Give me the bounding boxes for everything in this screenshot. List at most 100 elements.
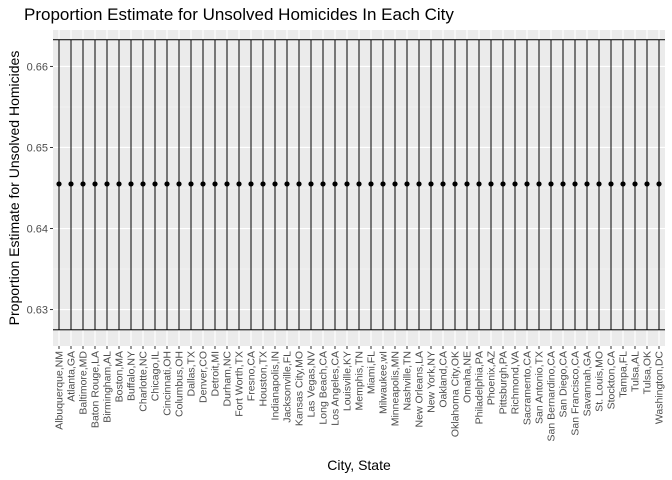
estimate-point	[596, 181, 602, 187]
x-tick-label: San Francisco,CA	[570, 351, 582, 436]
x-tick-label: Charlotte,NC	[138, 351, 150, 412]
x-axis: Albuquerque,NM Atlanta,GA Baltimore,MD Bato…	[54, 346, 666, 441]
x-tick-label: Washington,DC	[654, 351, 666, 425]
estimate-point	[464, 181, 470, 187]
x-tick-label: Miami,FL	[366, 351, 378, 394]
x-tick-label: Phoenix,AZ	[486, 350, 498, 405]
estimate-point	[176, 181, 182, 187]
x-tick-label: Baltimore,MD	[78, 351, 90, 415]
x-tick-label: Fresno,CA	[246, 351, 258, 401]
x-tick-label: Cincinnati,OH	[162, 351, 174, 416]
x-tick-label: Los Angeles,CA	[330, 351, 342, 426]
y-tick-label: 0.64	[27, 224, 48, 236]
x-tick-label: Albuquerque,NM	[54, 351, 66, 430]
estimate-point	[272, 181, 278, 187]
x-tick-label: Savannah,GA	[582, 351, 594, 416]
x-tick-label: San Antonio,TX	[534, 351, 546, 424]
x-tick-label: Oklahoma City,OK	[450, 351, 462, 437]
x-axis-label: City, State	[327, 457, 391, 473]
estimate-point	[620, 181, 626, 187]
x-tick-label: Sacramento,CA	[522, 351, 534, 425]
estimate-point	[308, 181, 314, 187]
estimate-point	[380, 181, 386, 187]
y-tick-label: 0.66	[27, 61, 48, 73]
x-tick-label: Las Vegas,NV	[306, 351, 318, 418]
x-tick-label: Kansas City,MO	[294, 351, 306, 426]
x-tick-label: San Bernardino,CA	[546, 351, 558, 441]
estimate-point	[68, 181, 74, 187]
x-tick-label: Chicago,IL	[150, 351, 162, 401]
x-tick-label: Columbus,OH	[174, 351, 186, 417]
x-tick-label: Tulsa,AL	[630, 351, 642, 392]
x-tick-label: Omaha,NE	[462, 351, 474, 403]
x-tick-label: New York,NY	[426, 351, 438, 413]
estimate-point	[200, 181, 206, 187]
estimate-point	[548, 181, 554, 187]
x-tick-label: Tampa,FL	[618, 351, 630, 398]
x-tick-label: Atlanta,GA	[66, 351, 78, 402]
estimate-point	[80, 181, 86, 187]
y-axis: 0.63 0.64 0.65 0.66	[27, 61, 53, 317]
estimate-point	[512, 181, 518, 187]
estimate-point	[140, 181, 146, 187]
estimate-point	[188, 181, 194, 187]
estimate-point	[56, 181, 62, 187]
estimate-point	[236, 181, 242, 187]
estimate-point	[524, 181, 530, 187]
estimate-point	[500, 181, 506, 187]
x-tick-label: Oakland,CA	[438, 351, 450, 408]
estimate-point	[344, 181, 350, 187]
estimate-point	[416, 181, 422, 187]
estimate-point	[248, 181, 254, 187]
x-tick-label: Dallas,TX	[186, 351, 198, 397]
x-tick-label: Detroit,MI	[210, 351, 222, 397]
estimate-point	[260, 181, 266, 187]
estimate-point	[476, 181, 482, 187]
estimate-point	[332, 181, 338, 187]
estimate-point	[320, 181, 326, 187]
x-tick-label: Denver,CO	[198, 351, 210, 403]
estimate-point	[116, 181, 122, 187]
estimate-point	[356, 181, 362, 187]
x-tick-label: New Orleans,LA	[414, 351, 426, 427]
y-tick-label: 0.63	[27, 305, 48, 317]
x-tick-label: Minneapolis,MN	[390, 351, 402, 426]
estimate-point	[560, 181, 566, 187]
x-tick-label: Nashville,TN	[402, 351, 414, 411]
x-tick-label: Memphis,TN	[354, 351, 366, 411]
x-tick-label: Baton Rouge,LA	[90, 351, 102, 428]
estimate-point	[128, 181, 134, 187]
estimate-point	[284, 181, 290, 187]
x-tick-label: Indianapolis,IN	[270, 351, 282, 420]
estimate-point	[392, 181, 398, 187]
estimate-point	[452, 181, 458, 187]
x-tick-label: Stockton,CA	[606, 351, 618, 409]
estimate-point	[92, 181, 98, 187]
x-tick-label: St. Louis,MO	[594, 351, 606, 412]
estimate-point	[572, 181, 578, 187]
estimate-point	[428, 181, 434, 187]
x-tick-label: Boston,MA	[114, 351, 126, 402]
x-tick-label: San Diego,CA	[558, 351, 570, 418]
estimate-point	[440, 181, 446, 187]
estimate-point	[404, 181, 410, 187]
estimate-point	[488, 181, 494, 187]
y-axis-label: Proportion Estimate for Unsolved Homicid…	[6, 51, 22, 326]
x-tick-label: Jacksonville,FL	[282, 351, 294, 423]
x-tick-label: Milwaukee,wI	[378, 351, 390, 414]
x-tick-label: Louisville,KY	[342, 351, 354, 411]
estimate-point	[152, 181, 158, 187]
x-tick-label: Pittsburgh,PA	[498, 351, 510, 414]
estimate-point	[536, 181, 542, 187]
x-tick-label: Durham,NC	[222, 351, 234, 407]
estimate-point	[104, 181, 110, 187]
chart-title: Proportion Estimate for Unsolved Homicid…	[24, 5, 454, 24]
y-tick-label: 0.65	[27, 142, 48, 154]
x-tick-label: Buffalo,NY	[126, 351, 138, 401]
estimate-point	[368, 181, 374, 187]
x-tick-label: Houston,TX	[258, 351, 270, 406]
x-tick-label: Philadelphia,PA	[474, 351, 486, 424]
estimate-point	[164, 181, 170, 187]
estimate-point	[212, 181, 218, 187]
